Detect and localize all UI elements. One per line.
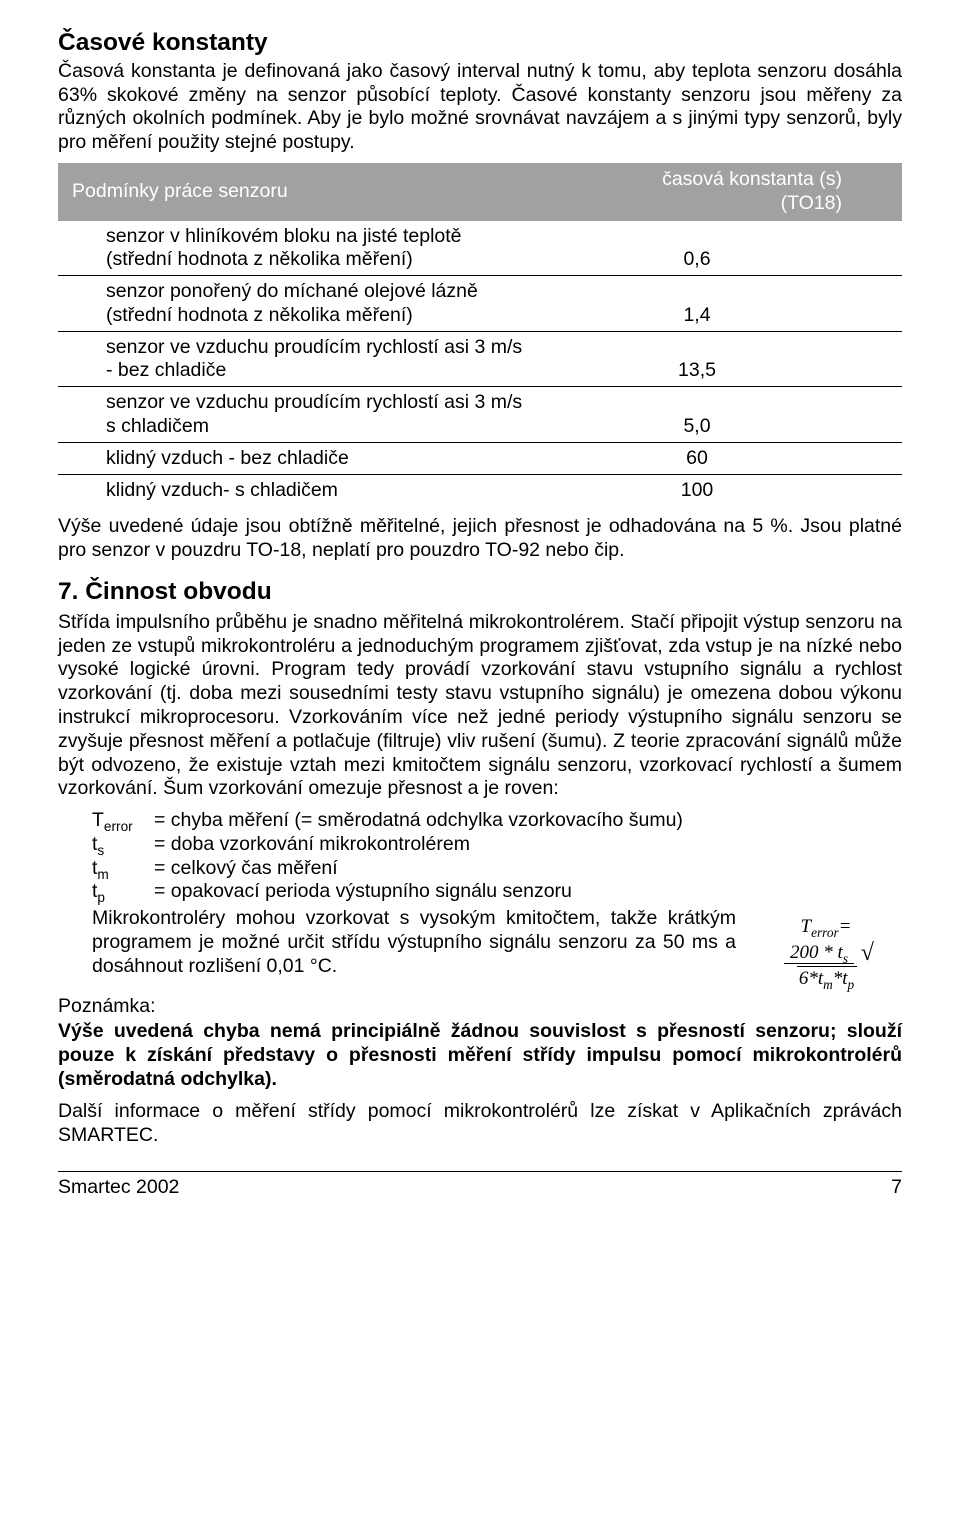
table-row: klidný vzduch - bez chladiče60 bbox=[58, 442, 902, 474]
def-row: ts = doba vzorkování mikrokontrolérem bbox=[92, 833, 902, 857]
formula-and-text-block: Terror= 200 * ts √6*tm*tp Mikrokontrolér… bbox=[92, 907, 902, 991]
def-symbol-ts: ts bbox=[92, 833, 154, 857]
def-text: = doba vzorkování mikrokontrolérem bbox=[154, 833, 902, 857]
footer-left: Smartec 2002 bbox=[58, 1176, 179, 1200]
def-text: = opakovací perioda výstupního signálu s… bbox=[154, 880, 902, 904]
symbol-definitions: Terror = chyba měření (= směrodatná odch… bbox=[92, 809, 902, 904]
note-bold-paragraph: Výše uvedená chyba nemá principiálně žád… bbox=[58, 1020, 902, 1091]
table-row: senzor v hliníkovém bloku na jisté teplo… bbox=[58, 221, 902, 276]
formula: Terror= 200 * ts √6*tm*tp bbox=[750, 915, 902, 991]
def-symbol-tm: tm bbox=[92, 857, 154, 881]
table-cell-value: 1,4 bbox=[582, 276, 902, 332]
table-row: senzor ve vzduchu proudícím rychlostí as… bbox=[58, 387, 902, 443]
heading-circuit-operation: 7. Činnost obvodu bbox=[58, 577, 902, 607]
page-footer: Smartec 2002 7 bbox=[58, 1171, 902, 1200]
operation-paragraph: Střída impulsního průběhu je snadno měři… bbox=[58, 611, 902, 801]
table-header-right: časová konstanta (s) (TO18) bbox=[582, 163, 902, 221]
table-cell-value: 60 bbox=[582, 442, 902, 474]
def-symbol-tp: tp bbox=[92, 880, 154, 904]
def-text: = chyba měření (= směrodatná odchylka vz… bbox=[154, 809, 902, 833]
table-cell-value: 100 bbox=[582, 474, 902, 505]
intro-paragraph: Časová konstanta je definovaná jako časo… bbox=[58, 60, 902, 155]
note-plain-paragraph: Další informace o měření střídy pomocí m… bbox=[58, 1100, 902, 1148]
footer-right: 7 bbox=[891, 1176, 902, 1200]
table-header-left: Podmínky práce senzoru bbox=[58, 163, 582, 221]
heading-time-constants: Časové konstanty bbox=[58, 28, 902, 58]
def-symbol-Terror: Terror bbox=[92, 809, 154, 833]
table-cell-condition: senzor v hliníkovém bloku na jisté teplo… bbox=[58, 221, 582, 276]
table-cell-condition: senzor ve vzduchu proudícím rychlostí as… bbox=[58, 331, 582, 387]
def-row: tp = opakovací perioda výstupního signál… bbox=[92, 880, 902, 904]
note-label: Poznámka: bbox=[58, 995, 902, 1019]
table-cell-value: 13,5 bbox=[582, 331, 902, 387]
table-cell-condition: senzor ponořený do míchané olejové lázně… bbox=[58, 276, 582, 332]
page: Časové konstanty Časová konstanta je def… bbox=[0, 0, 960, 1218]
table-cell-condition: klidný vzduch - bez chladiče bbox=[58, 442, 582, 474]
time-constants-table: Podmínky práce senzoru časová konstanta … bbox=[58, 163, 902, 505]
table-row: senzor ponořený do míchané olejové lázně… bbox=[58, 276, 902, 332]
def-row: Terror = chyba měření (= směrodatná odch… bbox=[92, 809, 902, 833]
table-row: klidný vzduch- s chladičem100 bbox=[58, 474, 902, 505]
table-cell-value: 0,6 bbox=[582, 221, 902, 276]
def-text: = celkový čas měření bbox=[154, 857, 902, 881]
table-row: senzor ve vzduchu proudícím rychlostí as… bbox=[58, 331, 902, 387]
table-note: Výše uvedené údaje jsou obtížně měřiteln… bbox=[58, 515, 902, 563]
table-cell-value: 5,0 bbox=[582, 387, 902, 443]
def-row: tm = celkový čas měření bbox=[92, 857, 902, 881]
table-cell-condition: klidný vzduch- s chladičem bbox=[58, 474, 582, 505]
table-cell-condition: senzor ve vzduchu proudícím rychlostí as… bbox=[58, 387, 582, 443]
